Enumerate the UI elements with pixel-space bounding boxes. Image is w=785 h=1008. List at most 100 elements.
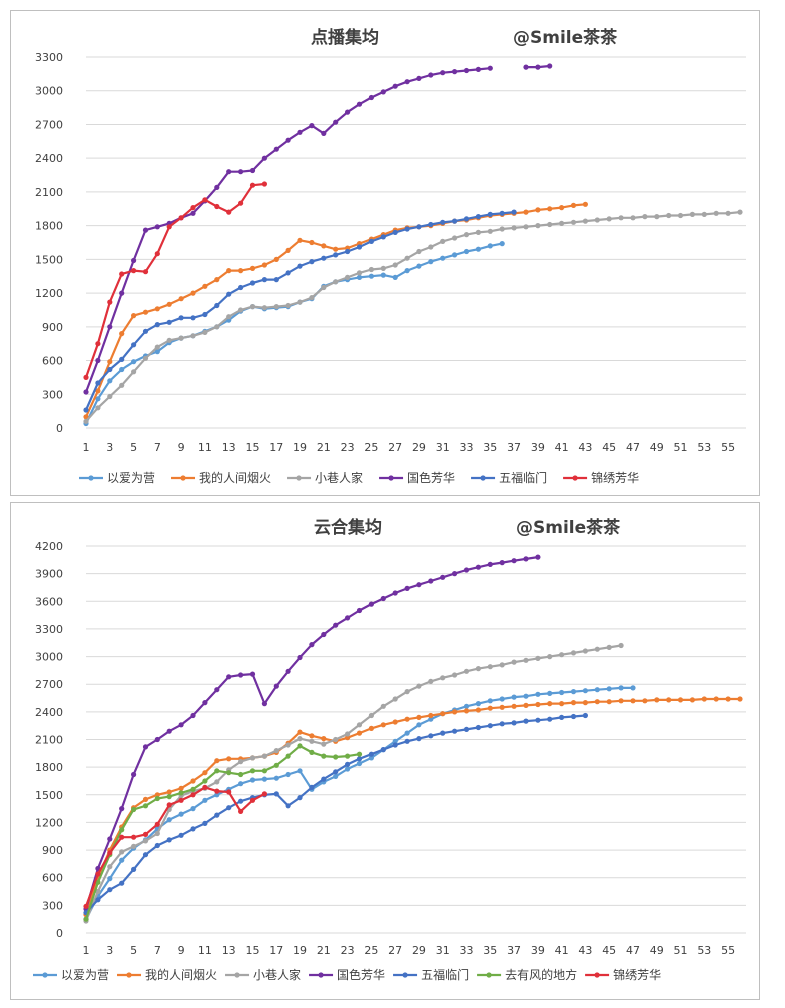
y-tick-label: 600 (42, 355, 63, 368)
data-point (107, 378, 113, 384)
data-point (475, 701, 481, 707)
data-point (404, 730, 410, 736)
data-point (297, 263, 303, 269)
series-line (84, 182, 265, 378)
data-point (119, 382, 125, 388)
data-point (594, 217, 600, 223)
x-tick-label: 9 (178, 944, 185, 957)
data-point (214, 768, 220, 774)
data-point (333, 736, 339, 743)
x-tick-label: 33 (460, 944, 474, 957)
chart-title: 点播集均 (311, 28, 379, 48)
data-point (142, 269, 149, 275)
data-point (535, 717, 541, 723)
series-3 (83, 209, 743, 424)
data-point (535, 554, 541, 560)
data-point (666, 212, 672, 219)
data-point (131, 866, 137, 872)
data-point (154, 349, 160, 355)
data-point (582, 712, 589, 719)
legend-label: 国色芳华 (337, 968, 385, 982)
data-point (487, 664, 493, 670)
data-point (321, 130, 327, 136)
x-tick-label: 13 (222, 944, 236, 957)
data-point (95, 888, 101, 895)
data-point (131, 369, 137, 375)
data-point (107, 887, 113, 893)
data-point (131, 342, 137, 348)
data-point (95, 396, 101, 402)
data-point (166, 728, 172, 734)
legend-marker (594, 972, 600, 978)
data-point (154, 306, 160, 312)
data-point (582, 218, 589, 224)
x-tick-label: 49 (650, 441, 664, 454)
data-point (95, 879, 101, 885)
data-point (345, 761, 351, 767)
x-tick-label: 5 (130, 944, 137, 957)
x-tick-label: 15 (245, 441, 259, 454)
y-tick-label: 0 (56, 927, 63, 940)
data-point (499, 662, 505, 668)
data-point (392, 742, 398, 748)
data-point (535, 64, 541, 70)
data-point (428, 578, 434, 584)
data-point (392, 738, 398, 744)
data-point (594, 687, 600, 693)
data-point (131, 806, 137, 813)
legend-marker (234, 972, 240, 978)
data-point (547, 221, 553, 228)
data-point (309, 738, 315, 744)
x-tick-label: 45 (602, 944, 616, 957)
data-point (154, 821, 160, 827)
data-point (547, 63, 553, 69)
data-point (249, 768, 256, 774)
x-tick-label: 53 (697, 944, 711, 957)
data-point (333, 754, 339, 760)
legend-label: 我的人间烟火 (145, 967, 217, 982)
data-point (131, 359, 137, 365)
data-point (606, 216, 612, 222)
data-point (333, 246, 339, 252)
data-point (321, 284, 327, 291)
data-point (154, 224, 160, 230)
x-tick-label: 3 (106, 944, 113, 957)
data-point (154, 251, 160, 257)
data-point (273, 256, 279, 262)
data-point (273, 791, 279, 797)
x-tick-label: 47 (626, 944, 640, 957)
data-point (107, 359, 113, 365)
legend-label: 小巷人家 (315, 470, 363, 485)
data-point (487, 243, 493, 249)
y-tick-label: 1200 (35, 287, 63, 300)
data-point (666, 697, 672, 703)
data-point (582, 688, 589, 694)
data-point (570, 202, 577, 208)
data-point (119, 366, 125, 373)
data-point (249, 777, 256, 783)
data-point (547, 716, 553, 722)
legend-marker (480, 475, 486, 481)
data-point (202, 820, 208, 826)
data-point (559, 205, 565, 211)
data-point (297, 654, 303, 661)
data-point (570, 689, 577, 695)
data-point (535, 701, 541, 708)
data-point (523, 209, 529, 215)
x-tick-label: 25 (364, 441, 378, 454)
series-4 (83, 554, 541, 912)
legend-label: 锦绣芳华 (613, 968, 661, 982)
data-point (131, 257, 137, 264)
data-point (618, 685, 624, 691)
data-point (475, 564, 481, 570)
legend-label: 我的人间烟火 (199, 470, 271, 485)
data-point (107, 299, 113, 305)
data-point (202, 329, 208, 335)
data-point (226, 674, 232, 680)
data-point (606, 644, 612, 650)
data-point (511, 225, 517, 231)
data-point (321, 736, 327, 742)
data-point (416, 683, 422, 689)
data-point (380, 595, 386, 602)
data-point (428, 221, 434, 228)
